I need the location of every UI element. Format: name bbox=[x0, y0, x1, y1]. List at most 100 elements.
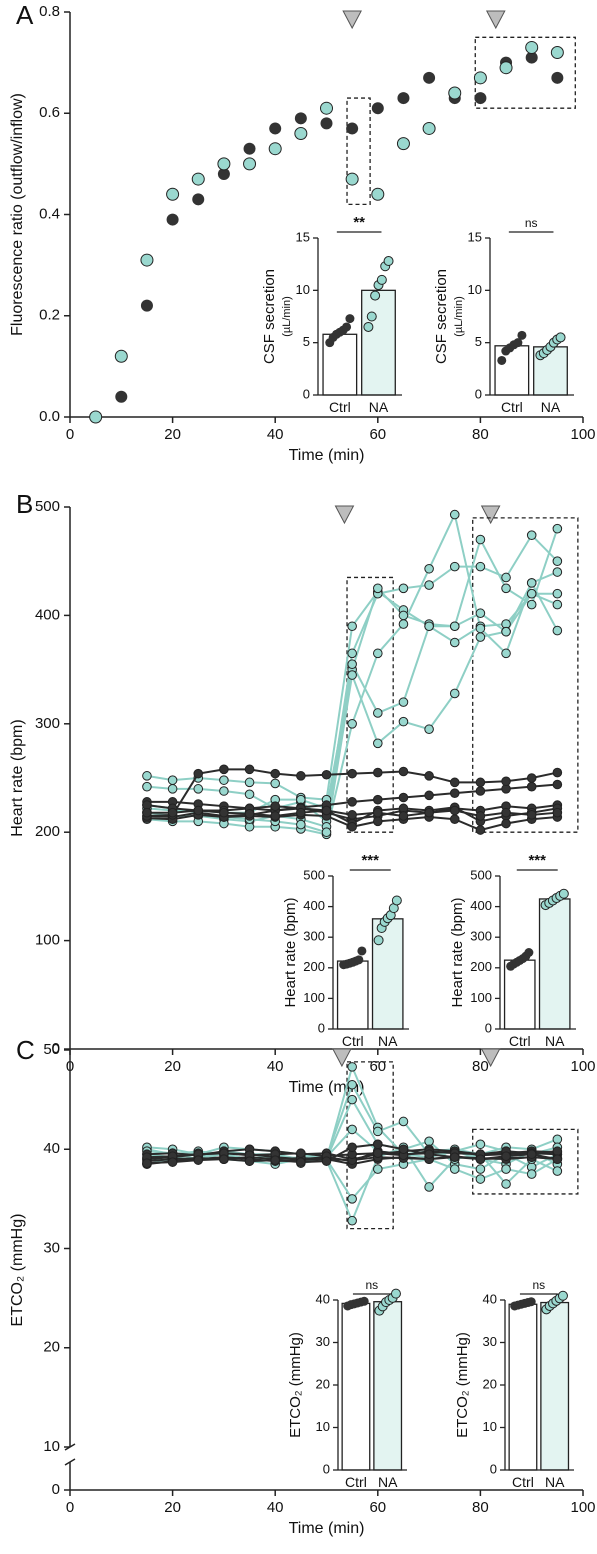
na-point bbox=[294, 127, 308, 140]
na-point bbox=[398, 716, 409, 727]
ctrl-point bbox=[525, 51, 538, 64]
na-point bbox=[501, 1179, 511, 1189]
ctrl-point bbox=[217, 168, 230, 180]
x-tick-label: 100 bbox=[570, 426, 595, 443]
panel-letter-A: A bbox=[16, 0, 34, 30]
inset-y-axis-label: ETCO₂ (mmHg) bbox=[287, 1332, 304, 1438]
na-point bbox=[347, 1194, 357, 1204]
ctrl-bar bbox=[336, 960, 369, 1030]
ctrl-point bbox=[321, 805, 332, 816]
y-tick-label: 300 bbox=[35, 715, 60, 732]
ctrl-point bbox=[321, 1156, 332, 1166]
y-tick-label: 0 bbox=[52, 1040, 60, 1057]
na-point bbox=[449, 1164, 460, 1174]
inset-y-axis-label: CSF secretion bbox=[261, 269, 278, 364]
inset-category-label: NA bbox=[545, 1474, 565, 1490]
inset-y-tick-label: 0 bbox=[475, 386, 482, 401]
inset-category-label: Ctrl bbox=[329, 399, 351, 415]
na-point bbox=[347, 621, 357, 632]
na-bar bbox=[540, 1301, 570, 1471]
inset-y-tick-label: 200 bbox=[303, 959, 325, 974]
ctrl-point bbox=[373, 767, 383, 778]
inset-y-tick-label: 10 bbox=[296, 282, 310, 297]
na-inset-point bbox=[373, 935, 384, 946]
ctrl-bar bbox=[494, 345, 530, 396]
ctrl-point bbox=[244, 808, 255, 819]
x-axis-label: Time (min) bbox=[289, 447, 365, 464]
ctrl-point bbox=[552, 807, 563, 818]
na-point bbox=[424, 724, 434, 735]
ctrl-bar bbox=[341, 1302, 371, 1471]
inset-y-tick-label: 0 bbox=[323, 1461, 330, 1476]
na-point bbox=[371, 187, 385, 201]
ctrl-point bbox=[424, 790, 434, 801]
na-point bbox=[347, 719, 357, 729]
x-tick-label: 80 bbox=[472, 1499, 489, 1516]
ctrl-inset-point bbox=[517, 330, 527, 340]
y-tick-label: 0.2 bbox=[39, 307, 60, 324]
na-point bbox=[552, 556, 563, 567]
na-point bbox=[270, 778, 281, 789]
ctrl-point bbox=[501, 776, 511, 787]
na-point bbox=[373, 648, 383, 659]
inset-y-tick-label: 15 bbox=[468, 229, 482, 244]
noradrenaline-arrow bbox=[485, 10, 506, 30]
na-point bbox=[114, 349, 128, 363]
ctrl-point bbox=[347, 797, 357, 807]
na-point bbox=[475, 1174, 486, 1184]
na-point bbox=[552, 625, 563, 636]
na-point bbox=[475, 1164, 486, 1174]
ctrl-point bbox=[423, 71, 436, 84]
inset-y-axis-label: Heart rate (bpm) bbox=[449, 897, 466, 1007]
ctrl-point bbox=[398, 766, 409, 777]
ctrl-point bbox=[373, 816, 383, 827]
ctrl-inset-point bbox=[342, 322, 352, 332]
ctrl-point bbox=[398, 1144, 409, 1155]
na-point bbox=[166, 187, 180, 201]
na-point bbox=[268, 142, 282, 156]
na-inset-point bbox=[363, 321, 374, 332]
na-point bbox=[526, 588, 537, 599]
significance-label: *** bbox=[361, 852, 379, 869]
inset-y-tick-label: 15 bbox=[296, 229, 310, 244]
inset-y-tick-label: 200 bbox=[470, 959, 492, 974]
na-point bbox=[422, 121, 436, 135]
na-point bbox=[167, 775, 178, 785]
inset-y-axis-label: ETCO₂ (mmHg) bbox=[454, 1332, 471, 1438]
na-inset-point bbox=[370, 290, 381, 301]
na-point bbox=[398, 619, 409, 629]
ctrl-point bbox=[270, 1155, 281, 1165]
panel-letter-C: C bbox=[16, 1035, 35, 1065]
ctrl-point bbox=[296, 1157, 306, 1167]
na-point bbox=[424, 563, 434, 574]
y-tick-label: 50 bbox=[43, 1041, 60, 1058]
ctrl-point bbox=[373, 794, 383, 805]
na-bar bbox=[373, 1301, 403, 1471]
na-point bbox=[424, 1182, 434, 1192]
ctrl-point bbox=[219, 1154, 229, 1164]
na-point bbox=[219, 786, 229, 796]
na-point bbox=[345, 172, 359, 186]
ctrl-point bbox=[449, 805, 460, 816]
inset-y-axis-label: CSF secretion bbox=[433, 269, 450, 364]
y-tick-label: 400 bbox=[35, 606, 60, 623]
na-point bbox=[347, 1215, 357, 1226]
ctrl-point bbox=[347, 810, 357, 820]
x-tick-label: 60 bbox=[369, 426, 386, 443]
axis-break-mark bbox=[64, 1458, 76, 1466]
y-tick-label: 500 bbox=[35, 498, 60, 515]
y-tick-label: 100 bbox=[35, 932, 60, 949]
inset-category-label: Ctrl bbox=[509, 1033, 531, 1049]
ctrl-point bbox=[424, 771, 434, 781]
y-tick-label: 0 bbox=[52, 1481, 60, 1498]
x-tick-label: 80 bbox=[472, 1058, 489, 1075]
x-tick-label: 40 bbox=[267, 426, 284, 443]
ctrl-point bbox=[296, 807, 306, 818]
ctrl-inset-point bbox=[524, 948, 534, 957]
ctrl-point bbox=[397, 92, 410, 105]
inset-category-label: NA bbox=[545, 1033, 565, 1049]
na-point bbox=[347, 659, 357, 669]
ctrl-point bbox=[347, 1142, 357, 1153]
ctrl-point bbox=[219, 807, 229, 818]
